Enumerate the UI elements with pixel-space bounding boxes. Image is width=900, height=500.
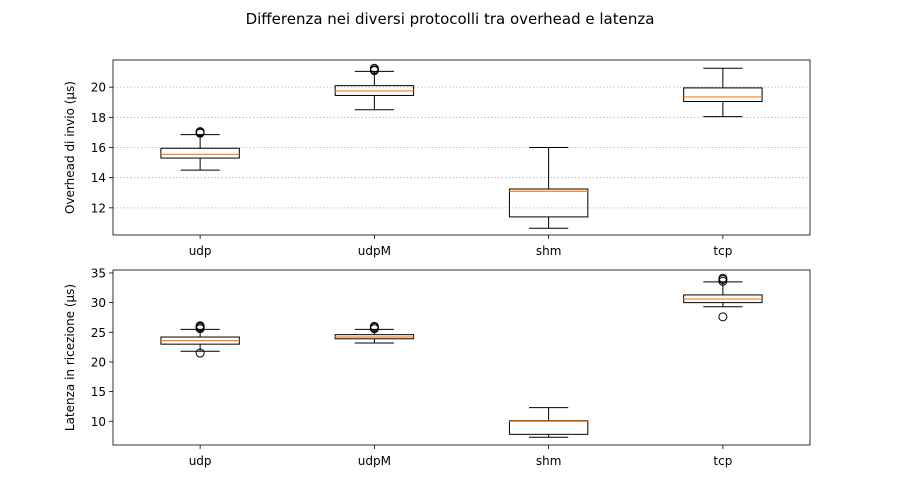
outlier-point — [195, 127, 205, 137]
y-tick-label: 20 — [91, 81, 106, 95]
x-tick-label: udpM — [358, 454, 391, 468]
y-tick-label: 30 — [91, 296, 106, 310]
outlier-point — [195, 348, 205, 358]
x-tick-label: shm — [536, 244, 562, 258]
y-tick-label: 35 — [91, 266, 106, 280]
axes-frame — [112, 59, 811, 236]
box-udp — [160, 127, 240, 171]
x-tick-label: udp — [189, 454, 212, 468]
iqr-box — [508, 420, 589, 435]
x-tick-label: udp — [189, 244, 212, 258]
y-tick-label: 16 — [91, 141, 106, 155]
iqr-box — [508, 188, 589, 218]
y-tick-label: 14 — [91, 171, 106, 185]
x-tick-label: tcp — [713, 244, 732, 258]
box-tcp — [683, 273, 763, 322]
y-axis-label: Latenza in ricezione (µs) — [63, 284, 77, 431]
chart-panel-2: 10 15 20 25 30 35 Latenza in ricezione (µs) udp… — [63, 266, 811, 468]
x-tick-label: tcp — [713, 454, 732, 468]
y-tick-label: 25 — [91, 326, 106, 340]
box-udpM — [334, 63, 415, 111]
chart-panel-1: 12 14 16 18 20 Overhead di invio (µs) udp udpM s… — [63, 59, 811, 258]
iqr-box — [683, 87, 763, 102]
box-shm — [508, 147, 589, 229]
y-tick-label: 15 — [91, 385, 106, 399]
x-tick-label: shm — [536, 454, 562, 468]
box-udpM — [334, 321, 415, 344]
y-axis-label: Overhead di invio (µs) — [63, 81, 77, 214]
iqr-box — [160, 147, 240, 159]
box-tcp — [683, 67, 763, 118]
axes-frame — [112, 269, 811, 446]
box-shm — [508, 407, 589, 438]
y-tick-label: 20 — [91, 355, 106, 369]
outlier-point — [369, 321, 379, 331]
y-tick-label: 10 — [91, 415, 106, 429]
box-udp — [160, 321, 240, 358]
outlier-point — [195, 321, 205, 331]
outlier-point — [369, 63, 379, 73]
x-tick-label: udpM — [358, 244, 391, 258]
outlier-point — [718, 312, 728, 322]
y-tick-label: 12 — [91, 201, 106, 215]
y-tick-label: 18 — [91, 111, 106, 125]
figure-title: Differenza nei diversi protocolli tra ov… — [246, 10, 655, 28]
outlier-point — [718, 273, 728, 283]
